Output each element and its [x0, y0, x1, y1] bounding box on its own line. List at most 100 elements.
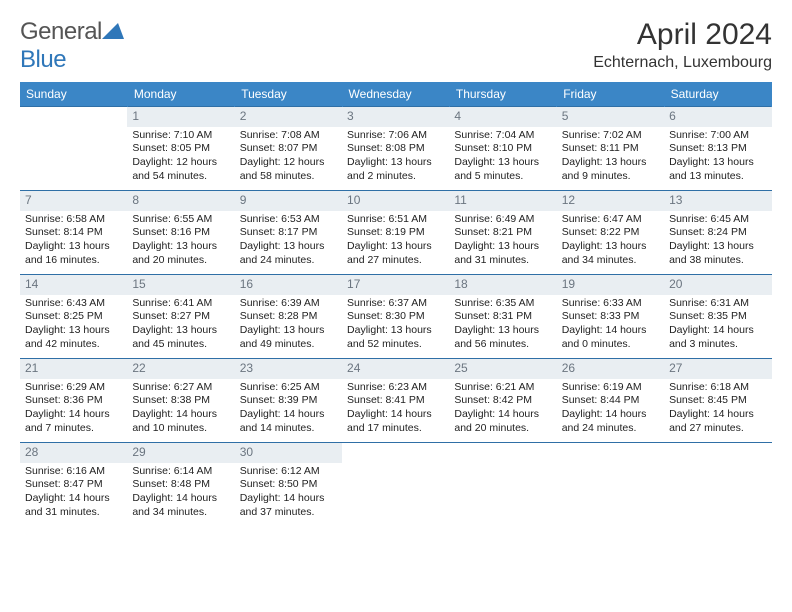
- daylight1-text: Daylight: 12 hours: [132, 156, 229, 170]
- sunset-text: Sunset: 8:48 PM: [132, 478, 229, 492]
- day-details: Sunrise: 6:43 AMSunset: 8:25 PMDaylight:…: [20, 295, 127, 356]
- sunrise-text: Sunrise: 6:55 AM: [132, 213, 229, 227]
- sunrise-text: Sunrise: 6:35 AM: [454, 297, 551, 311]
- day-number-blank: [664, 443, 771, 447]
- daylight2-text: and 27 minutes.: [347, 254, 444, 268]
- calendar-cell: [20, 107, 127, 191]
- sunrise-text: Sunrise: 6:45 AM: [669, 213, 766, 227]
- sunrise-text: Sunrise: 6:29 AM: [25, 381, 122, 395]
- daylight1-text: Daylight: 14 hours: [562, 408, 659, 422]
- day-details: Sunrise: 6:55 AMSunset: 8:16 PMDaylight:…: [127, 211, 234, 272]
- calendar-cell: 7Sunrise: 6:58 AMSunset: 8:14 PMDaylight…: [20, 191, 127, 275]
- day-details: Sunrise: 6:31 AMSunset: 8:35 PMDaylight:…: [664, 295, 771, 356]
- calendar-cell: 12Sunrise: 6:47 AMSunset: 8:22 PMDayligh…: [557, 191, 664, 275]
- day-number: 21: [20, 359, 127, 379]
- sunset-text: Sunset: 8:08 PM: [347, 142, 444, 156]
- calendar-cell: 6Sunrise: 7:00 AMSunset: 8:13 PMDaylight…: [664, 107, 771, 191]
- sunrise-text: Sunrise: 6:23 AM: [347, 381, 444, 395]
- daylight2-text: and 37 minutes.: [240, 506, 337, 520]
- sunset-text: Sunset: 8:31 PM: [454, 310, 551, 324]
- daylight1-text: Daylight: 14 hours: [240, 492, 337, 506]
- sunset-text: Sunset: 8:25 PM: [25, 310, 122, 324]
- day-number: 9: [235, 191, 342, 211]
- sunset-text: Sunset: 8:36 PM: [25, 394, 122, 408]
- day-details: Sunrise: 6:25 AMSunset: 8:39 PMDaylight:…: [235, 379, 342, 440]
- day-details: Sunrise: 6:18 AMSunset: 8:45 PMDaylight:…: [664, 379, 771, 440]
- calendar-cell: 25Sunrise: 6:21 AMSunset: 8:42 PMDayligh…: [449, 359, 556, 443]
- daylight2-text: and 20 minutes.: [454, 422, 551, 436]
- sunrise-text: Sunrise: 7:10 AM: [132, 129, 229, 143]
- sunset-text: Sunset: 8:30 PM: [347, 310, 444, 324]
- sunset-text: Sunset: 8:33 PM: [562, 310, 659, 324]
- daylight2-text: and 42 minutes.: [25, 338, 122, 352]
- sunrise-text: Sunrise: 6:12 AM: [240, 465, 337, 479]
- calendar-week-row: 14Sunrise: 6:43 AMSunset: 8:25 PMDayligh…: [20, 275, 772, 359]
- day-number: 19: [557, 275, 664, 295]
- day-number: 16: [235, 275, 342, 295]
- calendar-cell: 15Sunrise: 6:41 AMSunset: 8:27 PMDayligh…: [127, 275, 234, 359]
- sunset-text: Sunset: 8:16 PM: [132, 226, 229, 240]
- day-details: Sunrise: 7:06 AMSunset: 8:08 PMDaylight:…: [342, 127, 449, 188]
- day-details: Sunrise: 6:12 AMSunset: 8:50 PMDaylight:…: [235, 463, 342, 524]
- daylight2-text: and 27 minutes.: [669, 422, 766, 436]
- sunset-text: Sunset: 8:11 PM: [562, 142, 659, 156]
- day-details: Sunrise: 7:02 AMSunset: 8:11 PMDaylight:…: [557, 127, 664, 188]
- page-title: April 2024: [593, 18, 772, 52]
- daylight1-text: Daylight: 14 hours: [25, 408, 122, 422]
- day-details: Sunrise: 6:29 AMSunset: 8:36 PMDaylight:…: [20, 379, 127, 440]
- calendar-cell: 22Sunrise: 6:27 AMSunset: 8:38 PMDayligh…: [127, 359, 234, 443]
- daylight2-text: and 31 minutes.: [25, 506, 122, 520]
- day-details: Sunrise: 6:47 AMSunset: 8:22 PMDaylight:…: [557, 211, 664, 272]
- daylight1-text: Daylight: 14 hours: [25, 492, 122, 506]
- sunrise-text: Sunrise: 6:37 AM: [347, 297, 444, 311]
- sunrise-text: Sunrise: 6:49 AM: [454, 213, 551, 227]
- sunset-text: Sunset: 8:27 PM: [132, 310, 229, 324]
- sunset-text: Sunset: 8:21 PM: [454, 226, 551, 240]
- daylight2-text: and 45 minutes.: [132, 338, 229, 352]
- daylight2-text: and 24 minutes.: [240, 254, 337, 268]
- sunrise-text: Sunrise: 6:47 AM: [562, 213, 659, 227]
- sunrise-text: Sunrise: 6:33 AM: [562, 297, 659, 311]
- sunset-text: Sunset: 8:05 PM: [132, 142, 229, 156]
- daylight1-text: Daylight: 13 hours: [240, 324, 337, 338]
- day-number: 11: [449, 191, 556, 211]
- calendar-week-row: 1Sunrise: 7:10 AMSunset: 8:05 PMDaylight…: [20, 107, 772, 191]
- daylight2-text: and 54 minutes.: [132, 170, 229, 184]
- calendar-header-row: Sunday Monday Tuesday Wednesday Thursday…: [20, 82, 772, 107]
- day-number: 18: [449, 275, 556, 295]
- sunrise-text: Sunrise: 6:25 AM: [240, 381, 337, 395]
- weekday-header: Sunday: [20, 82, 127, 107]
- daylight2-text: and 16 minutes.: [25, 254, 122, 268]
- daylight1-text: Daylight: 14 hours: [240, 408, 337, 422]
- calendar-cell: 23Sunrise: 6:25 AMSunset: 8:39 PMDayligh…: [235, 359, 342, 443]
- calendar-cell: 24Sunrise: 6:23 AMSunset: 8:41 PMDayligh…: [342, 359, 449, 443]
- weekday-header: Friday: [557, 82, 664, 107]
- sunrise-text: Sunrise: 6:51 AM: [347, 213, 444, 227]
- daylight1-text: Daylight: 13 hours: [132, 240, 229, 254]
- day-number: 6: [664, 107, 771, 127]
- day-number: 8: [127, 191, 234, 211]
- daylight2-text: and 31 minutes.: [454, 254, 551, 268]
- logo-text: General Blue: [20, 18, 124, 74]
- calendar-cell: 11Sunrise: 6:49 AMSunset: 8:21 PMDayligh…: [449, 191, 556, 275]
- daylight2-text: and 34 minutes.: [132, 506, 229, 520]
- sunset-text: Sunset: 8:35 PM: [669, 310, 766, 324]
- daylight1-text: Daylight: 13 hours: [25, 240, 122, 254]
- day-details: Sunrise: 6:27 AMSunset: 8:38 PMDaylight:…: [127, 379, 234, 440]
- daylight2-text: and 10 minutes.: [132, 422, 229, 436]
- day-details: Sunrise: 6:16 AMSunset: 8:47 PMDaylight:…: [20, 463, 127, 524]
- sunrise-text: Sunrise: 6:39 AM: [240, 297, 337, 311]
- daylight2-text: and 34 minutes.: [562, 254, 659, 268]
- sunrise-text: Sunrise: 7:00 AM: [669, 129, 766, 143]
- sunset-text: Sunset: 8:45 PM: [669, 394, 766, 408]
- daylight1-text: Daylight: 14 hours: [669, 408, 766, 422]
- logo-word-1: General: [20, 18, 102, 45]
- day-number: 29: [127, 443, 234, 463]
- day-details: Sunrise: 6:35 AMSunset: 8:31 PMDaylight:…: [449, 295, 556, 356]
- calendar-cell: [557, 443, 664, 527]
- day-details: Sunrise: 6:53 AMSunset: 8:17 PMDaylight:…: [235, 211, 342, 272]
- day-details: Sunrise: 6:51 AMSunset: 8:19 PMDaylight:…: [342, 211, 449, 272]
- day-number: 5: [557, 107, 664, 127]
- calendar-week-row: 28Sunrise: 6:16 AMSunset: 8:47 PMDayligh…: [20, 443, 772, 527]
- daylight1-text: Daylight: 13 hours: [669, 156, 766, 170]
